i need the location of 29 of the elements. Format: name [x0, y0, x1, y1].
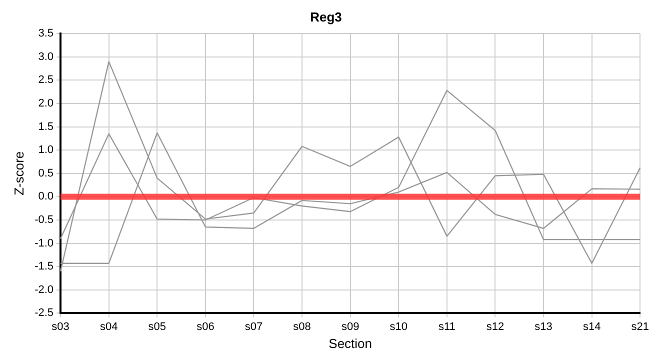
- x-tick-label: s06: [196, 320, 214, 333]
- x-tick-label: s05: [148, 320, 166, 333]
- y-tick-label: 0.0: [38, 190, 54, 203]
- y-tick-label: -2.5: [34, 307, 54, 320]
- x-tick-label: s21: [631, 320, 650, 333]
- y-tick-label: 1.5: [38, 120, 54, 133]
- y-tick-label: -0.5: [34, 214, 54, 226]
- x-tick-label: s12: [486, 320, 504, 333]
- y-tick-label: 3.0: [38, 50, 54, 63]
- y-tick-label: -2.0: [34, 284, 54, 296]
- y-tick-label: 1.0: [38, 144, 54, 156]
- x-tick-label: s13: [534, 320, 552, 333]
- x-tick-label: s14: [582, 320, 601, 333]
- x-tick-label: s07: [244, 320, 263, 333]
- y-tick-label: 2.0: [38, 98, 54, 110]
- y-tick-label: -1.5: [34, 260, 54, 273]
- x-tick-label: s08: [293, 320, 311, 333]
- y-tick-label: 2.5: [38, 74, 54, 86]
- x-tick-label: s03: [52, 320, 70, 333]
- x-tick-label: s04: [100, 320, 118, 333]
- x-tick-label: s11: [438, 320, 456, 333]
- x-axis-title: Section: [328, 336, 372, 351]
- y-axis-title: Z-score: [11, 151, 26, 196]
- y-tick-label: -1.0: [34, 237, 54, 250]
- y-tick-label: 0.5: [38, 167, 54, 180]
- y-tick-label: 3.5: [38, 28, 54, 40]
- x-tick-label: s10: [390, 320, 408, 333]
- x-tick-label: s09: [341, 320, 360, 333]
- chart-title: Reg3: [310, 9, 342, 24]
